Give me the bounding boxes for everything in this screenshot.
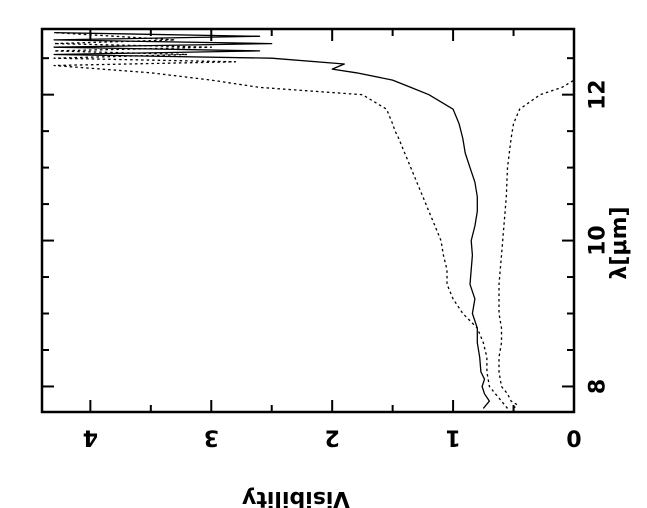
series-line-2 (53, 31, 509, 409)
series-line-1 (53, 31, 491, 409)
y-tick-label: 0 (566, 425, 581, 450)
x-tick-label: 8 (586, 379, 611, 394)
x-tick-label: 10 (586, 225, 611, 256)
y-tick-label: 2 (325, 425, 340, 450)
x-axis-label: λ[μm] (607, 206, 632, 279)
plot-series (53, 31, 575, 409)
plot-frame (40, 27, 576, 414)
series-line-3 (498, 79, 575, 409)
y-tick-label: 3 (204, 425, 219, 450)
axis-ticks (42, 29, 575, 412)
y-tick-label: 4 (83, 425, 98, 450)
y-tick-label: 1 (445, 425, 460, 450)
y-axis-label: Visibility (242, 486, 350, 508)
x-tick-label: 12 (586, 79, 611, 110)
